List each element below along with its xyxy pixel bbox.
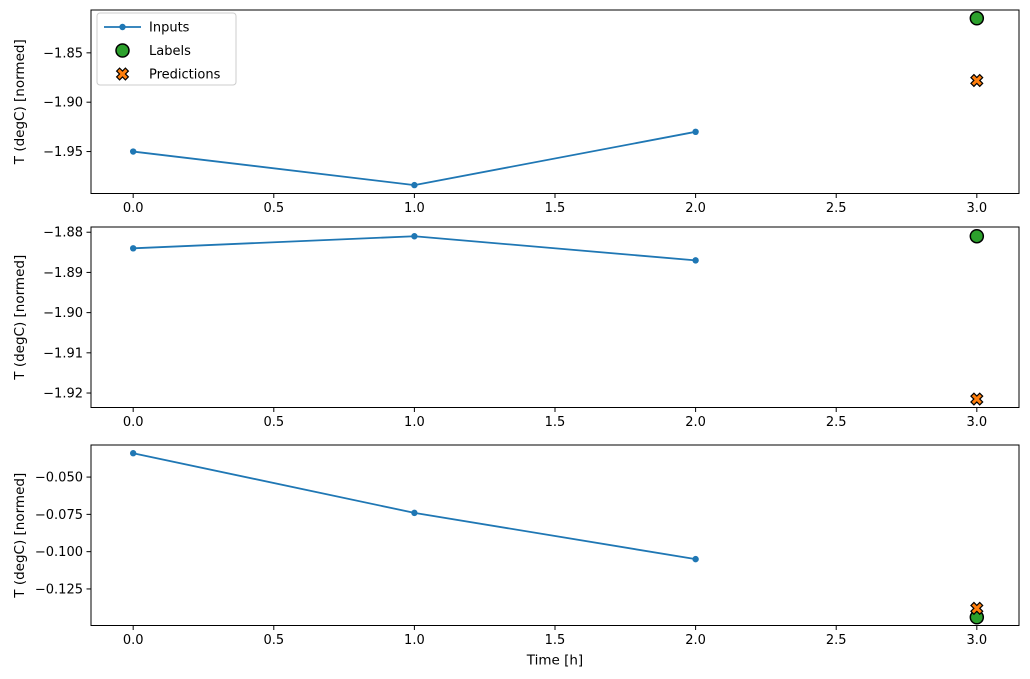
inputs-marker — [411, 233, 418, 240]
x-tick-label: 1.5 — [545, 633, 566, 648]
x-tick-label: 3.0 — [966, 415, 987, 430]
x-tick-label: 2.0 — [685, 201, 706, 216]
predictions-marker — [970, 601, 984, 616]
x-tick-label: 1.0 — [404, 201, 425, 216]
y-tick-label: −1.95 — [43, 145, 83, 160]
x-tick-label: 2.5 — [826, 633, 847, 648]
axes-frame — [90, 226, 1020, 408]
x-tick-label: 0.0 — [123, 415, 144, 430]
legend-predictions-sample — [115, 67, 130, 81]
legend-item-inputs: Inputs — [104, 21, 190, 36]
y-tick-label: −0.100 — [35, 545, 83, 560]
x-tick-label: 1.0 — [404, 415, 425, 430]
legend-inputs-dot — [119, 23, 126, 31]
predictions-marker — [970, 73, 984, 88]
x-tick-label: 2.0 — [685, 415, 706, 430]
x-tick-label: 0.5 — [263, 633, 284, 648]
y-tick-label: −1.92 — [43, 387, 83, 402]
y-tick-label: −1.90 — [43, 96, 83, 111]
inputs-marker — [129, 148, 137, 155]
y-tick-label: −1.85 — [43, 46, 83, 61]
legend: Inputs Labels Predictions — [96, 12, 237, 86]
inputs-marker — [411, 509, 418, 517]
x-tick-label: 1.0 — [404, 633, 425, 648]
y-tick-label: −1.88 — [43, 226, 83, 241]
y-axis-label: T (degC) [normed] — [12, 473, 28, 599]
inputs-marker — [692, 257, 699, 264]
subplot-1: 0.0 0.5 1.0 1.5 2.0 2.5 3.0 −1.85 −1.90 −1.95 T (d… — [12, 9, 1020, 216]
subplot-3: 0.0 0.5 1.0 1.5 2.0 2.5 3.0 −0.050 −0.075 −0.100 −… — [12, 444, 1020, 669]
y-tick-label: −1.89 — [43, 266, 83, 281]
legend-labels-sample — [115, 43, 130, 58]
inputs-marker — [129, 245, 137, 252]
x-tick-label: 0.5 — [263, 415, 284, 430]
legend-item-labels: Labels — [115, 43, 191, 59]
x-tick-label: 1.5 — [545, 201, 566, 216]
y-tick-label: −1.91 — [43, 346, 83, 361]
y-tick-label: −1.90 — [43, 306, 83, 321]
x-tick-label: 2.5 — [826, 415, 847, 430]
x-tick-label: 3.0 — [966, 633, 987, 648]
y-tick-label: −0.125 — [35, 582, 83, 597]
legend-item-predictions: Predictions — [115, 67, 221, 83]
legend-box — [96, 12, 237, 86]
x-tick-label: 0.0 — [123, 633, 144, 648]
y-tick-label: −0.075 — [35, 508, 83, 523]
subplot-2: 0.0 0.5 1.0 1.5 2.0 2.5 3.0 −1.88 −1.89 −1.90 −1.9… — [12, 226, 1020, 430]
x-axis-label: Time [h] — [526, 653, 583, 669]
x-tick-label: 0.5 — [263, 201, 284, 216]
legend-label: Labels — [149, 44, 191, 59]
x-tick-label: 3.0 — [966, 201, 987, 216]
labels-marker — [969, 11, 985, 26]
x-tick-label: 1.5 — [545, 415, 566, 430]
inputs-marker — [692, 555, 699, 563]
inputs-marker — [692, 128, 699, 136]
labels-marker — [969, 228, 985, 244]
x-tick-label: 2.5 — [826, 201, 847, 216]
inputs-marker — [411, 181, 418, 189]
axes-frame — [90, 9, 1020, 194]
legend-label: Inputs — [149, 21, 190, 36]
predictions-marker — [970, 392, 984, 406]
inputs-marker — [129, 450, 137, 457]
x-tick-label: 2.0 — [685, 633, 706, 648]
y-axis-label: T (degC) [normed] — [12, 39, 28, 165]
y-axis-label: T (degC) [normed] — [12, 255, 28, 381]
y-tick-label: −0.050 — [35, 471, 83, 486]
legend-label: Predictions — [149, 68, 221, 83]
x-tick-label: 0.0 — [123, 201, 144, 216]
